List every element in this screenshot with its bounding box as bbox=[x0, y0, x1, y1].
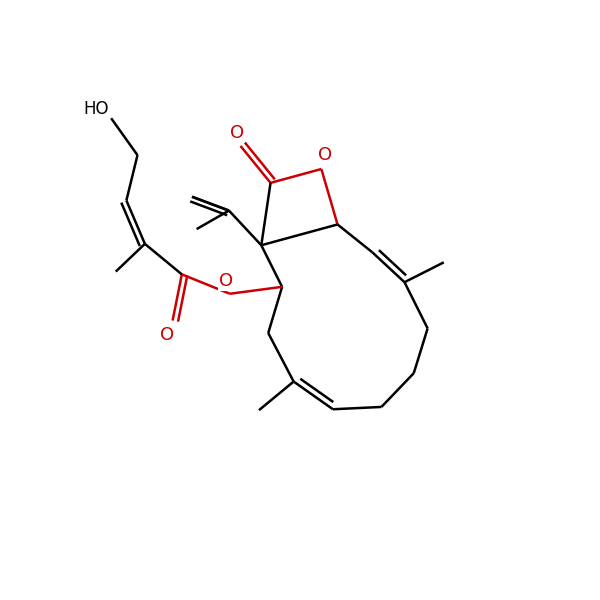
Text: HO: HO bbox=[83, 100, 109, 118]
Text: O: O bbox=[160, 326, 174, 344]
Text: O: O bbox=[318, 146, 332, 164]
Text: O: O bbox=[219, 272, 233, 290]
Text: O: O bbox=[230, 124, 244, 142]
